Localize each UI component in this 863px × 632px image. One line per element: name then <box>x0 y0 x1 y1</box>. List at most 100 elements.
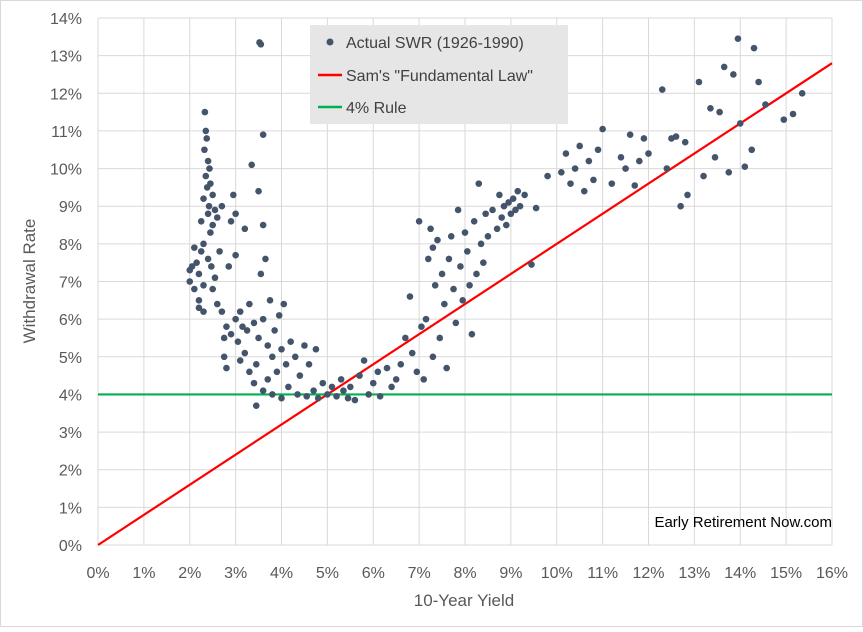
scatter-point <box>282 361 290 368</box>
legend: Actual SWR (1926-1990) Sam's "Fundamenta… <box>310 25 568 124</box>
scatter-point <box>707 105 714 112</box>
scatter-point <box>450 285 457 293</box>
scatter-point <box>213 300 221 308</box>
scatter-point <box>477 240 485 248</box>
x-tick-label: 9% <box>499 565 522 582</box>
scatter-point <box>730 71 737 78</box>
scatter-point <box>681 138 689 146</box>
scatter-point <box>207 229 214 236</box>
scatter-point <box>475 180 483 187</box>
scatter-point <box>498 214 506 221</box>
scatter-point <box>431 281 439 289</box>
scatter-point <box>186 278 194 285</box>
y-tick-label: 8% <box>59 237 82 254</box>
scatter-point <box>507 210 515 218</box>
x-tick-label: 4% <box>270 565 293 582</box>
scatter-point <box>470 217 478 225</box>
scatter-point <box>502 221 510 229</box>
legend-box <box>310 25 568 124</box>
scatter-point <box>461 229 469 236</box>
legend-label-fundamental-law: Sam's "Fundamental Law" <box>346 68 533 85</box>
scatter-point <box>223 323 230 330</box>
scatter-point <box>211 274 219 282</box>
scatter-point <box>312 345 320 353</box>
scatter-point <box>294 391 301 398</box>
y-tick-label: 13% <box>50 49 82 66</box>
y-tick-label: 3% <box>59 425 82 442</box>
scatter-point <box>617 153 625 161</box>
scatter-point <box>232 315 239 323</box>
x-tick-label: 7% <box>408 565 431 582</box>
scatter-point <box>798 89 806 97</box>
scatter-point <box>413 368 421 376</box>
watermark-annotation: Early Retirement Now.com <box>654 514 832 531</box>
y-axis-label: Withdrawal Rate <box>20 219 39 344</box>
scatter-point <box>340 387 347 394</box>
scatter-point <box>201 108 209 116</box>
scatter-point <box>482 210 489 218</box>
scatter-point <box>429 353 437 361</box>
scatter-point <box>585 157 593 165</box>
scatter-point <box>528 261 535 268</box>
scatter-point <box>230 191 237 199</box>
scatter-point <box>201 146 208 154</box>
scatter-point <box>206 165 213 172</box>
scatter-point <box>441 300 448 308</box>
scatter-point <box>447 233 455 240</box>
scatter-point <box>645 150 652 157</box>
scatter-point <box>789 110 797 118</box>
x-axis-label: 10-Year Yield <box>414 591 515 610</box>
scatter-point <box>204 255 212 263</box>
scatter-point <box>716 108 723 116</box>
scatter-point <box>227 330 235 338</box>
scatter-point <box>512 206 519 214</box>
scatter-point <box>480 259 487 266</box>
y-tick-label: 6% <box>59 312 82 329</box>
scatter-point <box>484 233 492 240</box>
x-tick-label: 3% <box>224 565 247 582</box>
scatter-point <box>590 176 597 184</box>
scatter-point <box>273 368 281 376</box>
scatter-point <box>427 225 434 233</box>
y-tick-label: 5% <box>59 350 82 367</box>
scatter-point <box>521 191 528 199</box>
scatter-point <box>388 383 395 391</box>
scatter-point <box>241 349 249 357</box>
scatter-point <box>443 364 450 372</box>
scatter-point <box>576 142 583 150</box>
scatter-point <box>275 312 283 319</box>
scatter-point <box>505 199 512 206</box>
scatter-point <box>750 44 758 52</box>
scatter-point <box>392 376 400 383</box>
scatter-point <box>420 376 428 383</box>
scatter-point <box>374 368 382 376</box>
scatter-point <box>239 323 246 330</box>
legend-label-4pct-rule: 4% Rule <box>346 100 407 117</box>
scatter-point <box>200 308 207 315</box>
y-tick-label: 0% <box>59 538 82 555</box>
scatter-point <box>191 244 198 251</box>
scatter-point <box>720 63 728 71</box>
scatter-point <box>626 131 634 138</box>
scatter-point <box>191 285 198 293</box>
fundamental-law-line <box>97 62 833 546</box>
y-tick-label: 2% <box>59 463 82 480</box>
scatter-point <box>204 210 212 218</box>
scatter-point <box>303 393 311 400</box>
scatter-point <box>218 308 226 315</box>
scatter-point <box>452 319 460 327</box>
x-tick-label: 13% <box>678 565 710 582</box>
scatter-point <box>248 161 255 169</box>
x-tick-label: 12% <box>632 565 664 582</box>
scatter-point <box>762 101 769 108</box>
scatter-point <box>287 338 294 346</box>
scatter-point <box>736 120 744 127</box>
scatter-point <box>725 169 733 176</box>
scatter-point <box>622 165 629 172</box>
x-tick-label: 0% <box>86 565 109 582</box>
y-tick-label: 11% <box>51 124 82 141</box>
scatter-point <box>337 376 345 383</box>
scatter-point <box>246 300 253 308</box>
scatter-point <box>200 240 207 248</box>
